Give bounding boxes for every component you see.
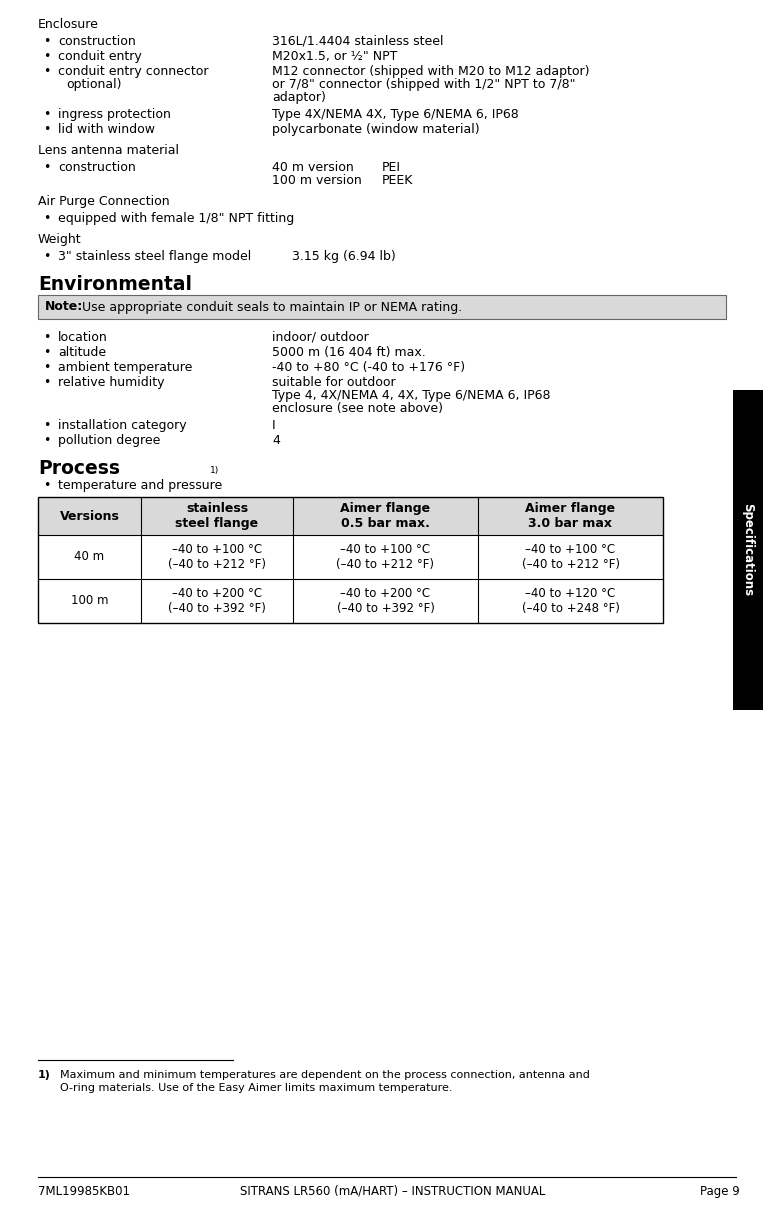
Text: •: • bbox=[43, 65, 51, 78]
Text: Environmental: Environmental bbox=[38, 275, 192, 294]
Text: optional): optional) bbox=[66, 78, 122, 90]
Text: •: • bbox=[43, 434, 51, 447]
Text: 5000 m (16 404 ft) max.: 5000 m (16 404 ft) max. bbox=[272, 346, 426, 359]
Text: •: • bbox=[43, 35, 51, 48]
Text: Air Purge Connection: Air Purge Connection bbox=[38, 195, 169, 207]
Text: installation category: installation category bbox=[58, 418, 187, 432]
Text: •: • bbox=[43, 479, 51, 492]
Text: 40 m: 40 m bbox=[74, 550, 105, 563]
Text: •: • bbox=[43, 250, 51, 263]
Text: 40 m version: 40 m version bbox=[272, 160, 354, 174]
Text: construction: construction bbox=[58, 35, 136, 48]
Text: Process: Process bbox=[38, 459, 120, 478]
Text: Aimer flange
0.5 bar max.: Aimer flange 0.5 bar max. bbox=[340, 502, 430, 529]
Text: •: • bbox=[43, 123, 51, 136]
Text: SITRANS LR560 (mA/HART) – INSTRUCTION MANUAL: SITRANS LR560 (mA/HART) – INSTRUCTION MA… bbox=[240, 1185, 545, 1198]
Text: –40 to +120 °C
(–40 to +248 °F): –40 to +120 °C (–40 to +248 °F) bbox=[522, 587, 620, 615]
Text: conduit entry: conduit entry bbox=[58, 49, 142, 63]
Text: enclosure (see note above): enclosure (see note above) bbox=[272, 402, 443, 415]
Text: I: I bbox=[272, 418, 276, 432]
Text: 1): 1) bbox=[38, 1070, 51, 1081]
Text: construction: construction bbox=[58, 160, 136, 174]
Text: 1): 1) bbox=[210, 466, 219, 475]
Text: polycarbonate (window material): polycarbonate (window material) bbox=[272, 123, 480, 136]
Text: Type 4X/NEMA 4X, Type 6/NEMA 6, IP68: Type 4X/NEMA 4X, Type 6/NEMA 6, IP68 bbox=[272, 109, 519, 121]
Text: M12 connector (shipped with M20 to M12 adaptor): M12 connector (shipped with M20 to M12 a… bbox=[272, 65, 590, 78]
Text: –40 to +200 °C
(–40 to +392 °F): –40 to +200 °C (–40 to +392 °F) bbox=[336, 587, 434, 615]
Text: 7ML19985KB01: 7ML19985KB01 bbox=[38, 1185, 130, 1198]
Text: 100 m: 100 m bbox=[70, 595, 108, 608]
Text: ingress protection: ingress protection bbox=[58, 109, 171, 121]
Text: relative humidity: relative humidity bbox=[58, 376, 165, 390]
Text: Weight: Weight bbox=[38, 233, 82, 246]
Text: suitable for outdoor: suitable for outdoor bbox=[272, 376, 395, 390]
Text: 3" stainless steel flange model: 3" stainless steel flange model bbox=[58, 250, 251, 263]
Text: Versions: Versions bbox=[60, 509, 119, 522]
Text: –40 to +100 °C
(–40 to +212 °F): –40 to +100 °C (–40 to +212 °F) bbox=[336, 543, 434, 570]
Text: or 7/8" connector (shipped with 1/2" NPT to 7/8": or 7/8" connector (shipped with 1/2" NPT… bbox=[272, 78, 575, 90]
Text: altitude: altitude bbox=[58, 346, 106, 359]
Bar bbox=[38, 295, 726, 320]
Text: •: • bbox=[43, 376, 51, 390]
Text: –40 to +200 °C
(–40 to +392 °F): –40 to +200 °C (–40 to +392 °F) bbox=[168, 587, 266, 615]
Text: PEEK: PEEK bbox=[382, 174, 414, 187]
Text: Type 4, 4X/NEMA 4, 4X, Type 6/NEMA 6, IP68: Type 4, 4X/NEMA 4, 4X, Type 6/NEMA 6, IP… bbox=[272, 390, 551, 402]
Text: equipped with female 1/8" NPT fitting: equipped with female 1/8" NPT fitting bbox=[58, 212, 294, 226]
Text: temperature and pressure: temperature and pressure bbox=[58, 479, 222, 492]
Text: •: • bbox=[43, 49, 51, 63]
Text: pollution degree: pollution degree bbox=[58, 434, 160, 447]
Text: 4: 4 bbox=[272, 434, 280, 447]
Text: –40 to +100 °C
(–40 to +212 °F): –40 to +100 °C (–40 to +212 °F) bbox=[522, 543, 620, 570]
Text: •: • bbox=[43, 212, 51, 226]
Text: •: • bbox=[43, 160, 51, 174]
Text: ambient temperature: ambient temperature bbox=[58, 361, 192, 374]
Text: Use appropriate conduit seals to maintain IP or NEMA rating.: Use appropriate conduit seals to maintai… bbox=[78, 300, 462, 314]
Text: M20x1.5, or ½" NPT: M20x1.5, or ½" NPT bbox=[272, 49, 398, 63]
Text: •: • bbox=[43, 346, 51, 359]
Text: •: • bbox=[43, 330, 51, 344]
Text: –40 to +100 °C
(–40 to +212 °F): –40 to +100 °C (–40 to +212 °F) bbox=[168, 543, 266, 570]
Text: Lens antenna material: Lens antenna material bbox=[38, 144, 179, 157]
Text: Page 9: Page 9 bbox=[700, 1185, 740, 1198]
Text: Enclosure: Enclosure bbox=[38, 18, 99, 31]
Text: Aimer flange
3.0 bar max: Aimer flange 3.0 bar max bbox=[525, 502, 616, 529]
Text: Specifications: Specifications bbox=[741, 503, 755, 597]
Text: adaptor): adaptor) bbox=[272, 90, 326, 104]
Text: 316L/1.4404 stainless steel: 316L/1.4404 stainless steel bbox=[272, 35, 444, 48]
Text: •: • bbox=[43, 418, 51, 432]
Text: Note:: Note: bbox=[45, 300, 83, 314]
Text: location: location bbox=[58, 330, 108, 344]
Text: 3.15 kg (6.94 lb): 3.15 kg (6.94 lb) bbox=[292, 250, 396, 263]
Text: 100 m version: 100 m version bbox=[272, 174, 362, 187]
Text: conduit entry connector: conduit entry connector bbox=[58, 65, 208, 78]
Text: O-ring materials. Use of the Easy Aimer limits maximum temperature.: O-ring materials. Use of the Easy Aimer … bbox=[60, 1083, 453, 1093]
Text: PEI: PEI bbox=[382, 160, 401, 174]
Text: Maximum and minimum temperatures are dependent on the process connection, antenn: Maximum and minimum temperatures are dep… bbox=[60, 1070, 590, 1081]
Bar bbox=[38, 497, 663, 535]
Text: indoor/ outdoor: indoor/ outdoor bbox=[272, 330, 368, 344]
Text: lid with window: lid with window bbox=[58, 123, 155, 136]
Text: •: • bbox=[43, 109, 51, 121]
Text: stainless
steel flange: stainless steel flange bbox=[175, 502, 259, 529]
Bar bbox=[38, 497, 663, 624]
Text: •: • bbox=[43, 361, 51, 374]
Text: -40 to +80 °C (-40 to +176 °F): -40 to +80 °C (-40 to +176 °F) bbox=[272, 361, 465, 374]
Bar bbox=[733, 390, 763, 710]
